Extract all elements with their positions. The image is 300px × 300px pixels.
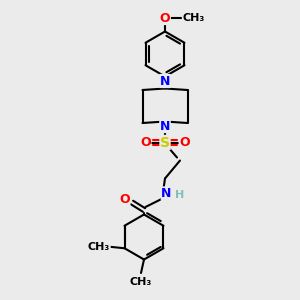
- Text: N: N: [161, 187, 172, 200]
- Text: O: O: [160, 11, 170, 25]
- Text: CH₃: CH₃: [182, 13, 205, 23]
- Text: N: N: [160, 119, 170, 133]
- Text: O: O: [140, 136, 151, 149]
- Text: :: :: [148, 137, 152, 146]
- Text: O: O: [119, 193, 130, 206]
- Text: CH₃: CH₃: [130, 277, 152, 287]
- Text: CH₃: CH₃: [88, 242, 110, 252]
- Text: N: N: [160, 74, 170, 88]
- Text: O: O: [179, 136, 190, 149]
- Text: S: S: [160, 136, 170, 149]
- Text: H: H: [176, 190, 184, 200]
